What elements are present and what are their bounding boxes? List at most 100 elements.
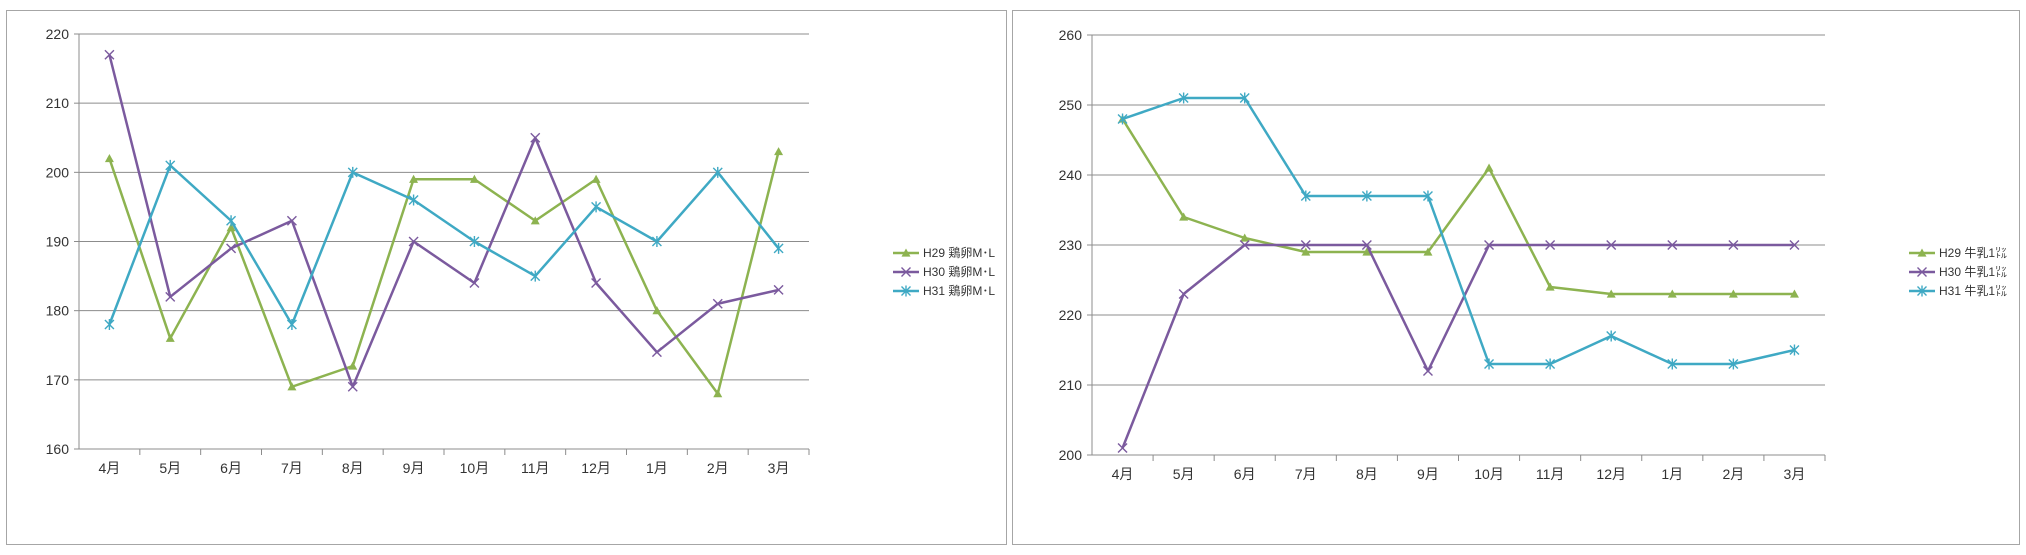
legend-label: H30 鶏卵M･L (923, 265, 995, 279)
x-tick-label: 7月 (281, 460, 303, 476)
legend-label: H31 鶏卵M･L (923, 284, 995, 298)
series-2 (1117, 240, 1800, 453)
data-point (226, 215, 237, 227)
data-point (347, 166, 358, 178)
series-3 (1117, 92, 1800, 370)
data-point (1789, 240, 1800, 250)
data-point (1789, 344, 1800, 356)
x-tick-label: 4月 (99, 460, 121, 476)
legend-marker (1917, 267, 1927, 277)
data-point (226, 223, 236, 232)
data-point (104, 154, 114, 163)
data-point (713, 389, 723, 398)
data-point (1422, 366, 1433, 376)
x-tick-label: 10月 (1474, 466, 1504, 482)
data-point (469, 278, 480, 288)
data-point (1728, 289, 1738, 298)
chart-panel-milk: 200 210 220 230 240 250 260 4月 5月 6月 7月 8月 9月 10月 11月 1… (1012, 10, 2020, 545)
series-line (1122, 96, 1795, 366)
legend-entry: H29 鶏卵M･L (893, 246, 995, 260)
data-point (1301, 247, 1311, 256)
data-point (1300, 190, 1311, 202)
data-point (1423, 247, 1433, 256)
data-point (1545, 240, 1556, 250)
y-tick-label: 210 (46, 95, 70, 111)
data-point (104, 49, 115, 60)
data-point (347, 381, 358, 392)
y-tick-label: 190 (46, 234, 70, 250)
data-point (773, 242, 784, 254)
data-point (1728, 358, 1739, 370)
series-line (1121, 118, 1795, 296)
y-tick-label: 220 (46, 26, 70, 42)
data-point (1361, 240, 1372, 250)
legend-entry: H30 牛乳1㍑ (1909, 264, 2007, 279)
data-point (1178, 289, 1189, 299)
y-tick-label: 260 (1059, 27, 1083, 43)
data-point (1667, 358, 1678, 370)
series-1 (1118, 114, 1799, 298)
y-tick-label: 200 (46, 164, 70, 180)
legend-marker (901, 267, 911, 277)
series-3 (104, 159, 784, 330)
data-point (591, 278, 602, 288)
data-point (1667, 240, 1678, 250)
data-point (1789, 289, 1799, 298)
legend-entry: H31 牛乳1㍑ (1909, 283, 2007, 298)
data-point (165, 159, 176, 171)
series-line (1121, 243, 1795, 449)
data-point (1179, 212, 1189, 221)
legend-marker (1917, 285, 1927, 297)
data-point (1178, 92, 1189, 104)
x-tick-label: 12月 (581, 460, 611, 476)
data-point (1545, 358, 1556, 370)
data-point (408, 194, 419, 206)
data-point (1239, 92, 1250, 104)
x-tick-label: 10月 (460, 460, 490, 476)
legend-label: H29 牛乳1㍑ (1939, 245, 2007, 260)
legend-marker (1917, 248, 1927, 257)
data-point (530, 216, 540, 225)
data-point (1606, 330, 1617, 342)
data-point (1117, 113, 1128, 125)
data-point (530, 270, 541, 282)
x-tick-label: 2月 (707, 460, 729, 476)
data-point (712, 166, 723, 178)
y-tick-label: 200 (1059, 447, 1083, 463)
x-tick-label: 3月 (768, 460, 790, 476)
data-point (1728, 240, 1739, 250)
x-tick-label: 11月 (521, 460, 550, 476)
data-point (469, 236, 480, 247)
x-tick-label: 8月 (1356, 466, 1378, 482)
x-tick-label: 5月 (159, 460, 181, 476)
data-point (1239, 240, 1250, 250)
data-point (652, 306, 662, 315)
legend-entry: H31 鶏卵M･L (893, 284, 995, 298)
data-point (408, 236, 419, 247)
x-tick-label: 2月 (1722, 466, 1744, 482)
data-point (1606, 289, 1616, 298)
gridlines: 160 170 180 190 200 210 220 (46, 26, 809, 457)
y-tick-label: 250 (1059, 97, 1083, 113)
x-tick-label: 3月 (1784, 466, 1806, 482)
x-tick-label: 9月 (403, 460, 425, 476)
data-point (1362, 247, 1372, 256)
data-point (651, 347, 662, 358)
data-point (591, 201, 602, 213)
series-line (108, 151, 780, 395)
data-point (1484, 163, 1494, 172)
series-1 (104, 147, 784, 398)
legend-label: H30 牛乳1㍑ (1939, 264, 2007, 279)
legend-entry: H29 牛乳1㍑ (1909, 245, 2007, 260)
data-point (530, 132, 541, 143)
x-tick-label: 8月 (342, 460, 364, 476)
x-tick-label: 1月 (1661, 466, 1683, 482)
data-point (1422, 190, 1433, 202)
data-point (287, 382, 297, 391)
data-point (1545, 282, 1555, 291)
data-point (1484, 358, 1495, 370)
data-point (104, 319, 115, 330)
data-point (773, 284, 784, 295)
y-tick-label: 180 (46, 303, 70, 319)
data-point (348, 361, 358, 370)
